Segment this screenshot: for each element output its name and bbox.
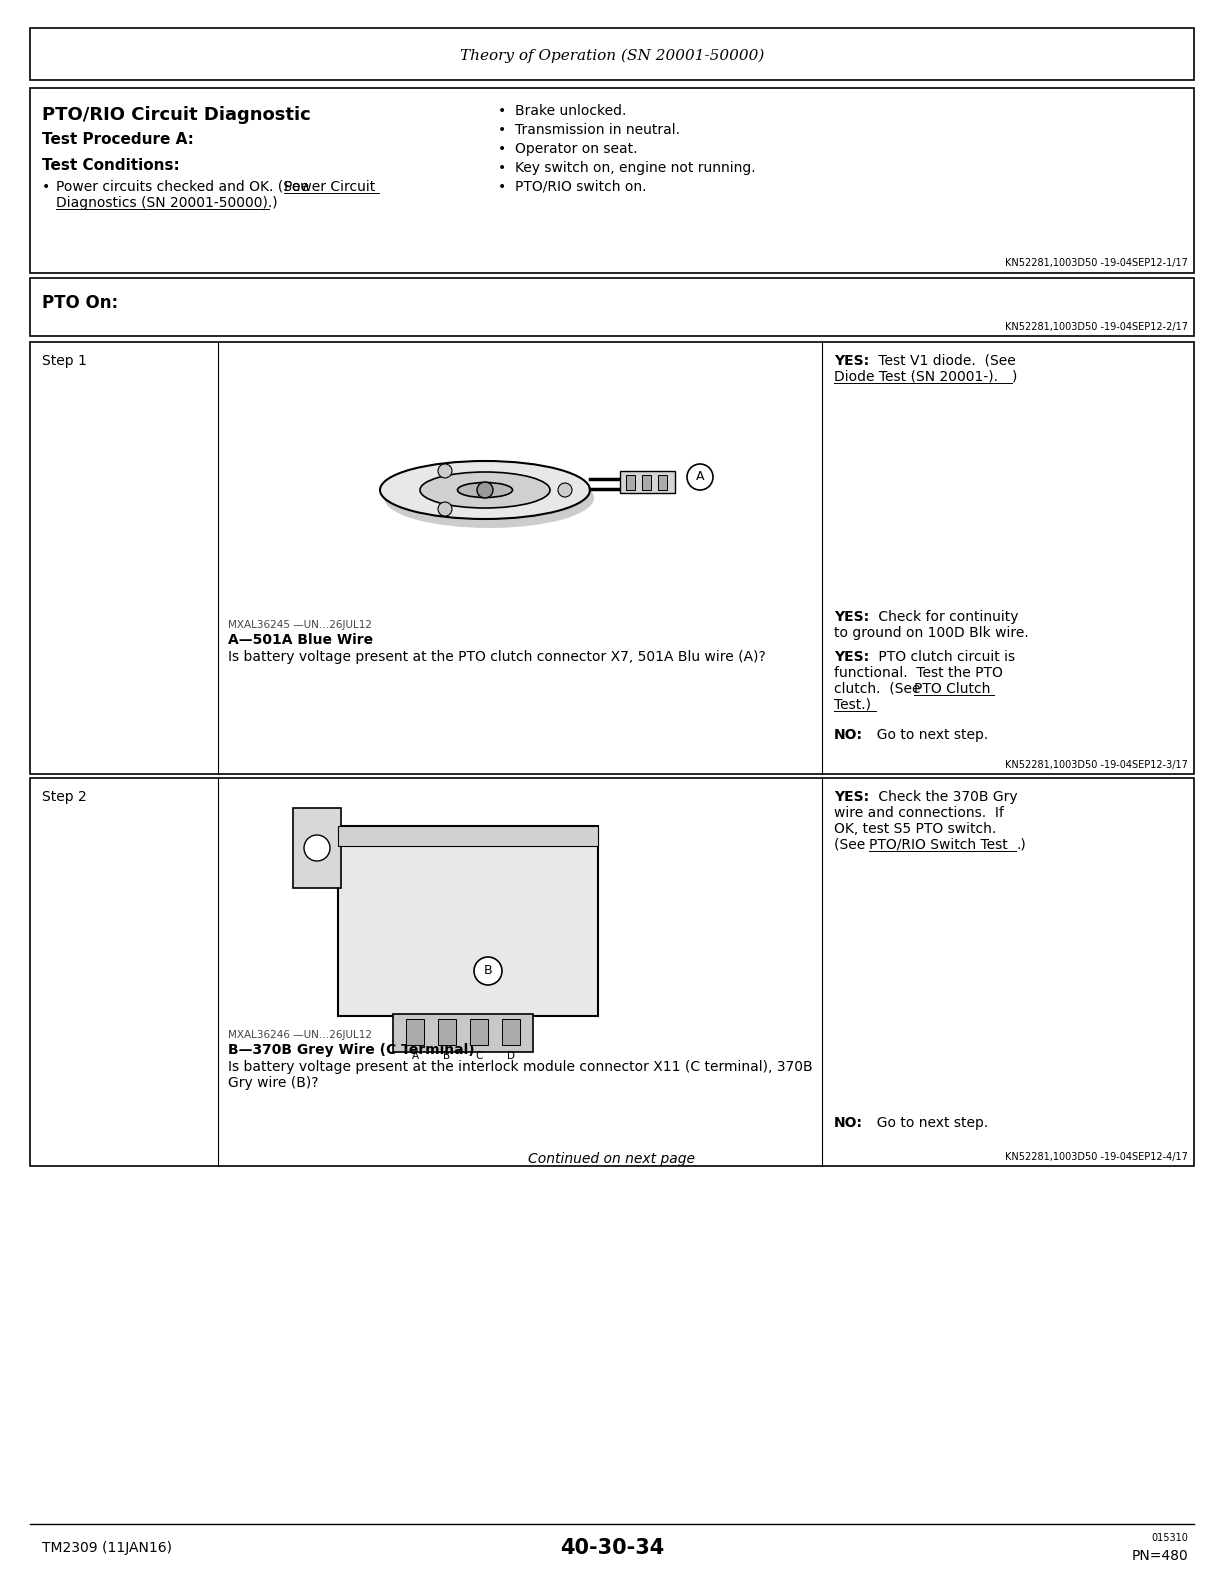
Circle shape [558,483,572,497]
Text: YES:: YES: [834,610,869,624]
Ellipse shape [458,483,513,497]
Ellipse shape [420,472,550,508]
Text: to ground on 100D Blk wire.: to ground on 100D Blk wire. [834,626,1028,640]
Text: MXAL36246 —UN…26JUL12: MXAL36246 —UN…26JUL12 [228,1030,372,1041]
Bar [625,475,635,489]
Text: KN52281,1003D50 -19-04SEP12-4/17: KN52281,1003D50 -19-04SEP12-4/17 [1005,1152,1189,1163]
Bar [470,1019,488,1045]
Bar [31,279,1193,336]
Text: YES:: YES: [834,790,869,805]
Text: .): .) [1016,838,1026,852]
Text: Diagnostics (SN 20001-50000).): Diagnostics (SN 20001-50000).) [56,196,278,211]
Text: Check the 370B Gry: Check the 370B Gry [874,790,1017,805]
Bar [31,89,1193,272]
Circle shape [687,464,714,489]
Text: 40-30-34: 40-30-34 [559,1538,665,1559]
Text: Is battery voltage present at the interlock module connector X11 (C terminal), 3: Is battery voltage present at the interl… [228,1060,813,1074]
Bar [659,475,667,489]
Text: TM2309 (11JAN16): TM2309 (11JAN16) [42,1541,173,1555]
Text: •  Transmission in neutral.: • Transmission in neutral. [498,124,681,136]
Circle shape [474,957,502,985]
Text: PTO/RIO Circuit Diagnostic: PTO/RIO Circuit Diagnostic [42,106,311,124]
Text: PTO clutch circuit is: PTO clutch circuit is [874,649,1015,664]
Circle shape [438,464,452,478]
Text: •: • [42,181,50,193]
Text: Diode Test (SN 20001-).: Diode Test (SN 20001-). [834,371,998,383]
Text: Test.): Test.) [834,699,871,711]
Text: •  Key switch on, engine not running.: • Key switch on, engine not running. [498,162,755,174]
Text: KN52281,1003D50 -19-04SEP12-1/17: KN52281,1003D50 -19-04SEP12-1/17 [1005,258,1189,268]
Bar [643,475,651,489]
Text: Step 1: Step 1 [42,353,87,367]
Bar [293,808,341,889]
Text: Theory of Operation (SN 20001-50000): Theory of Operation (SN 20001-50000) [460,49,764,63]
Bar [438,1019,457,1045]
Text: A—501A Blue Wire: A—501A Blue Wire [228,634,373,646]
Text: OK, test S5 PTO switch.: OK, test S5 PTO switch. [834,822,996,836]
Text: D: D [507,1052,515,1061]
Ellipse shape [379,461,590,520]
Bar [338,825,599,1015]
Text: Test Procedure A:: Test Procedure A: [42,131,193,147]
Text: PTO Clutch: PTO Clutch [914,683,990,695]
Text: B: B [443,1052,450,1061]
Text: C: C [475,1052,482,1061]
Text: YES:: YES: [834,649,869,664]
Circle shape [304,835,330,862]
Text: (See: (See [834,838,869,852]
Text: Check for continuity: Check for continuity [874,610,1018,624]
Text: Power Circuit: Power Circuit [284,181,376,193]
Text: functional.  Test the PTO: functional. Test the PTO [834,665,1002,680]
Text: •  Operator on seat.: • Operator on seat. [498,143,638,155]
Text: NO:: NO: [834,1117,863,1129]
Text: A: A [411,1052,419,1061]
Bar [31,342,1193,775]
Text: •  PTO/RIO switch on.: • PTO/RIO switch on. [498,181,646,193]
Text: •  Brake unlocked.: • Brake unlocked. [498,105,627,117]
Text: Test V1 diode.  (See: Test V1 diode. (See [874,353,1016,367]
Text: KN52281,1003D50 -19-04SEP12-2/17: KN52281,1003D50 -19-04SEP12-2/17 [1005,322,1189,333]
Text: KN52281,1003D50 -19-04SEP12-3/17: KN52281,1003D50 -19-04SEP12-3/17 [1005,760,1189,770]
Text: Go to next step.: Go to next step. [868,729,988,741]
Text: 015310: 015310 [1151,1533,1189,1543]
Text: NO:: NO: [834,729,863,741]
Text: Step 2: Step 2 [42,790,87,805]
Text: MXAL36245 —UN…26JUL12: MXAL36245 —UN…26JUL12 [228,619,372,630]
Text: ): ) [1012,371,1017,383]
Text: Power circuits checked and OK. (See: Power circuits checked and OK. (See [56,181,313,193]
Text: Gry wire (B)?: Gry wire (B)? [228,1076,318,1090]
Text: wire and connections.  If: wire and connections. If [834,806,1004,821]
Bar [406,1019,424,1045]
Text: clutch.  (See: clutch. (See [834,683,925,695]
Text: YES:: YES: [834,353,869,367]
Bar [393,1014,532,1052]
Text: Is battery voltage present at the PTO clutch connector X7, 501A Blu wire (A)?: Is battery voltage present at the PTO cl… [228,649,766,664]
Text: Go to next step.: Go to next step. [868,1117,988,1129]
Circle shape [438,502,452,516]
Bar [338,825,599,846]
Bar [31,778,1193,1166]
Bar [502,1019,520,1045]
Text: Test Conditions:: Test Conditions: [42,158,180,173]
Bar [31,29,1193,81]
Text: Continued on next page: Continued on next page [529,1152,695,1166]
Text: B: B [483,965,492,977]
Text: PTO On:: PTO On: [42,295,119,312]
Text: PN=480: PN=480 [1131,1549,1189,1563]
Text: A: A [695,470,704,483]
Text: PTO/RIO Switch Test: PTO/RIO Switch Test [869,838,1007,852]
Ellipse shape [384,467,594,527]
Bar [621,470,674,493]
Text: B—370B Grey Wire (C Terminal): B—370B Grey Wire (C Terminal) [228,1042,475,1057]
Circle shape [477,482,493,497]
